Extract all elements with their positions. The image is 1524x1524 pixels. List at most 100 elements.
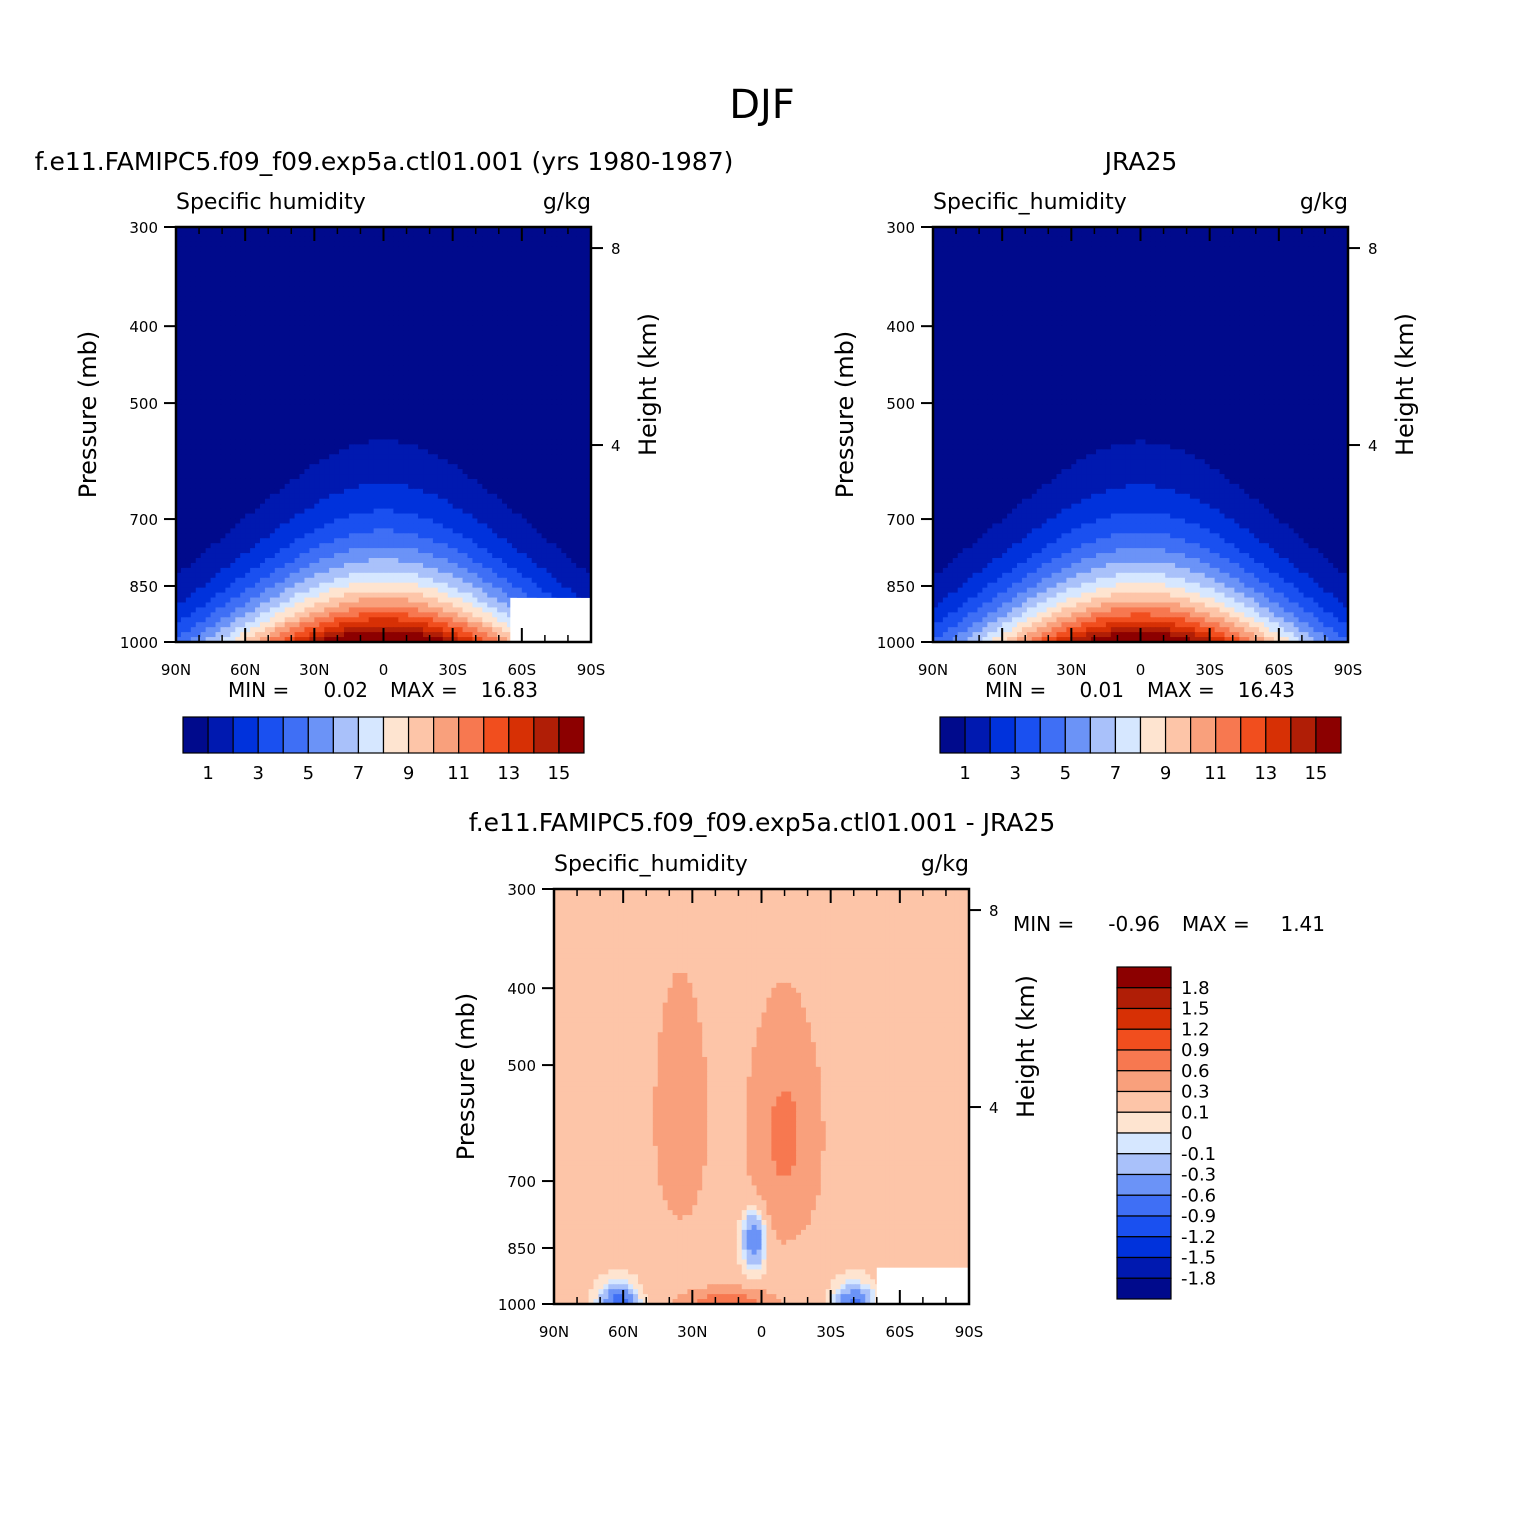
field-cell bbox=[418, 262, 424, 268]
field-cell bbox=[250, 415, 256, 421]
field-cell bbox=[334, 281, 340, 287]
field-cell bbox=[339, 257, 345, 263]
field-cell bbox=[260, 365, 266, 371]
field-cell bbox=[492, 484, 498, 490]
field-cell bbox=[492, 281, 498, 287]
field-cell bbox=[527, 435, 533, 441]
field-cell bbox=[290, 484, 296, 490]
field-cell bbox=[245, 395, 251, 401]
field-cell bbox=[211, 242, 217, 248]
field-cell bbox=[512, 291, 518, 297]
field-cell bbox=[463, 311, 469, 317]
field-cell bbox=[403, 286, 409, 292]
field-cell bbox=[225, 509, 231, 515]
field-cell bbox=[329, 484, 335, 490]
field-cell bbox=[453, 444, 459, 450]
field-cell bbox=[448, 321, 454, 327]
field-cell bbox=[408, 469, 414, 475]
field-cell bbox=[576, 326, 582, 332]
field-cell bbox=[285, 400, 291, 406]
field-cell bbox=[418, 281, 424, 287]
field-cell bbox=[438, 336, 444, 342]
field-cell bbox=[522, 351, 528, 357]
field-cell bbox=[547, 390, 553, 396]
field-cell bbox=[196, 281, 202, 287]
field-cell bbox=[300, 355, 306, 361]
field-cell bbox=[344, 518, 350, 524]
field-cell bbox=[250, 321, 256, 327]
field-cell bbox=[245, 444, 251, 450]
field-cell bbox=[255, 444, 261, 450]
field-cell bbox=[384, 479, 390, 485]
field-cell bbox=[265, 514, 271, 520]
field-cell bbox=[467, 509, 473, 515]
field-cell bbox=[502, 281, 508, 287]
field-cell bbox=[270, 296, 276, 302]
field-cell bbox=[398, 237, 404, 243]
field-cell bbox=[349, 479, 355, 485]
field-cell bbox=[240, 514, 246, 520]
field-cell bbox=[220, 464, 226, 470]
field-cell bbox=[255, 232, 261, 238]
field-cell bbox=[418, 311, 424, 317]
field-cell bbox=[354, 395, 360, 401]
field-cell bbox=[502, 321, 508, 327]
field-cell bbox=[354, 311, 360, 317]
field-cell bbox=[507, 355, 513, 361]
field-cell bbox=[245, 296, 251, 302]
field-cell bbox=[181, 425, 187, 431]
field-cell bbox=[235, 331, 241, 337]
field-cell bbox=[359, 262, 365, 268]
field-cell bbox=[206, 415, 212, 421]
field-cell bbox=[260, 296, 266, 302]
field-cell bbox=[309, 439, 315, 445]
field-cell bbox=[275, 489, 281, 495]
field-cell bbox=[270, 351, 276, 357]
field-cell bbox=[344, 360, 350, 366]
field-cell bbox=[537, 439, 543, 445]
field-cell bbox=[369, 331, 375, 337]
field-cell bbox=[329, 410, 335, 416]
field-cell bbox=[443, 252, 449, 258]
field-cell bbox=[324, 311, 330, 317]
field-cell bbox=[334, 257, 340, 263]
field-cell bbox=[319, 489, 325, 495]
field-cell bbox=[517, 296, 523, 302]
field-cell bbox=[497, 504, 503, 510]
field-cell bbox=[413, 435, 419, 441]
field-cell bbox=[334, 336, 340, 342]
field-cell bbox=[463, 380, 469, 386]
field-cell bbox=[581, 454, 587, 460]
field-cell bbox=[324, 390, 330, 396]
field-cell bbox=[265, 380, 271, 386]
field-cell bbox=[458, 355, 464, 361]
field-cell bbox=[423, 281, 429, 287]
field-cell bbox=[467, 454, 473, 460]
field-cell bbox=[472, 370, 478, 376]
field-cell bbox=[566, 494, 572, 500]
field-cell bbox=[428, 370, 434, 376]
field-cell bbox=[576, 400, 582, 406]
field-cell bbox=[285, 365, 291, 371]
field-cell bbox=[547, 316, 553, 322]
field-cell bbox=[240, 405, 246, 411]
field-cell bbox=[324, 306, 330, 312]
field-cell bbox=[502, 346, 508, 352]
field-cell bbox=[532, 380, 538, 386]
field-cell bbox=[522, 286, 528, 292]
field-cell bbox=[527, 296, 533, 302]
field-cell bbox=[467, 370, 473, 376]
field-cell bbox=[196, 390, 202, 396]
field-cell bbox=[216, 469, 222, 475]
field-cell bbox=[393, 306, 399, 312]
field-cell bbox=[477, 351, 483, 357]
field-cell bbox=[547, 484, 553, 490]
field-cell bbox=[309, 514, 315, 520]
field-cell bbox=[270, 286, 276, 292]
field-cell bbox=[191, 375, 197, 381]
field-cell bbox=[309, 247, 315, 253]
field-cell bbox=[290, 370, 296, 376]
field-cell bbox=[300, 331, 306, 337]
field-cell bbox=[211, 267, 217, 273]
field-cell bbox=[566, 435, 572, 441]
